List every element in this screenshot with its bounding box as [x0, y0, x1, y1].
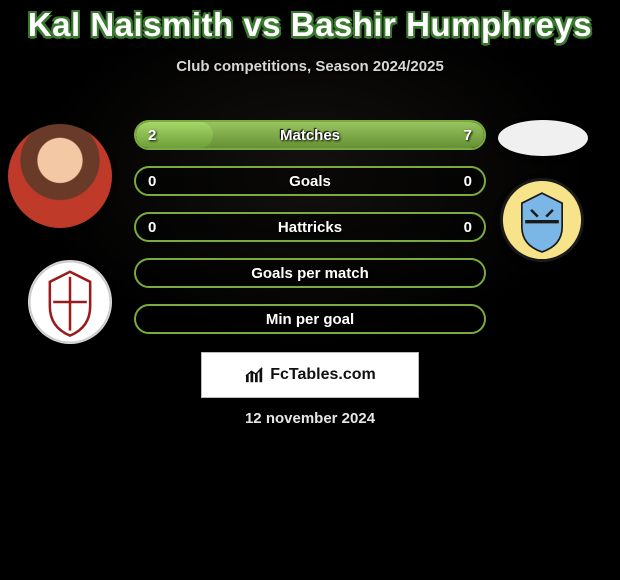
- stat-value-right: [460, 260, 484, 286]
- brand-badge: FcTables.com: [201, 352, 419, 398]
- stat-value-left: [136, 260, 160, 286]
- stat-row: Goals per match: [134, 258, 486, 288]
- stat-row: 2 Matches 7: [134, 120, 486, 150]
- stat-label: Min per goal: [136, 306, 484, 332]
- stat-label: Goals: [136, 168, 484, 194]
- club1-badge: [28, 260, 112, 344]
- stat-fill-right: [136, 122, 484, 148]
- stats-list: 2 Matches 7 0 Goals 0 0 Hattricks 0 Goal…: [134, 120, 486, 350]
- stat-value-left: 0: [136, 168, 168, 194]
- brand-text: FcTables.com: [270, 366, 376, 384]
- subtitle: Club competitions, Season 2024/2025: [0, 58, 620, 75]
- stat-row: Min per goal: [134, 304, 486, 334]
- stat-row: 0 Hattricks 0: [134, 212, 486, 242]
- stat-label: Hattricks: [136, 214, 484, 240]
- stat-row: 0 Goals 0: [134, 166, 486, 196]
- stat-value-right: 0: [452, 168, 484, 194]
- comparison-card: Kal Naismith vs Bashir Humphreys Club co…: [0, 0, 620, 465]
- stat-value-right: [460, 306, 484, 332]
- club2-badge: [500, 178, 584, 262]
- stat-value-right: 7: [452, 122, 484, 148]
- player2-avatar: [498, 120, 588, 156]
- page-title: Kal Naismith vs Bashir Humphreys: [0, 0, 620, 44]
- stat-value-left: [136, 306, 160, 332]
- stat-label: Goals per match: [136, 260, 484, 286]
- brand-chart-icon: [244, 366, 266, 384]
- stat-value-left: 0: [136, 214, 168, 240]
- player1-avatar: [8, 124, 112, 228]
- stat-value-right: 0: [452, 214, 484, 240]
- date-text: 12 november 2024: [245, 410, 375, 427]
- stat-value-left: 2: [136, 122, 168, 148]
